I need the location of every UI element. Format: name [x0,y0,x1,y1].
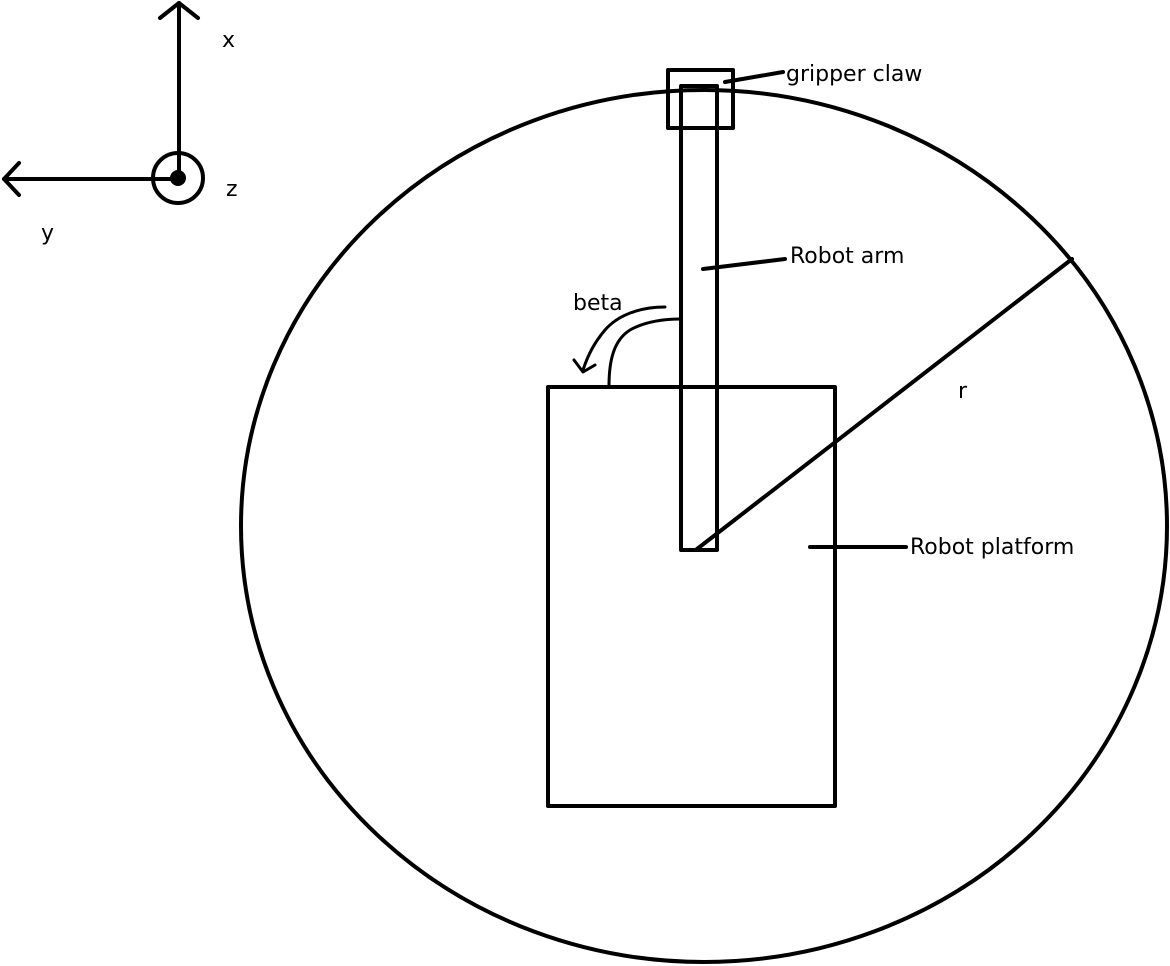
beta-outer-arc [581,305,667,372]
beta-arrowhead [572,358,597,374]
radius-label: r [958,379,968,404]
beta-angle-indicator [572,305,683,388]
robot-arm-label: Robot arm [790,244,904,269]
workspace-circle [239,88,1169,964]
radius-line [695,257,1074,551]
robot-arm-leader [701,257,787,271]
robot-platform [546,385,837,808]
z-axis-circle [151,151,205,205]
gripper-claw-label: gripper claw [786,62,922,87]
robot-arm [679,84,719,552]
gripper-claw [666,68,735,130]
y-axis-arrowhead [2,161,21,197]
coordinate-frame: x y z [2,1,238,246]
beta-inner-arc [607,317,683,388]
x-axis-arrowhead [158,1,200,20]
z-axis-label: z [226,177,238,202]
x-axis-label: x [222,28,235,53]
y-axis-label: y [41,221,54,246]
z-axis-dot [170,170,186,186]
gripper-claw-leader [723,70,785,84]
robot-platform-label: Robot platform [910,535,1074,560]
beta-label: beta [573,291,623,316]
